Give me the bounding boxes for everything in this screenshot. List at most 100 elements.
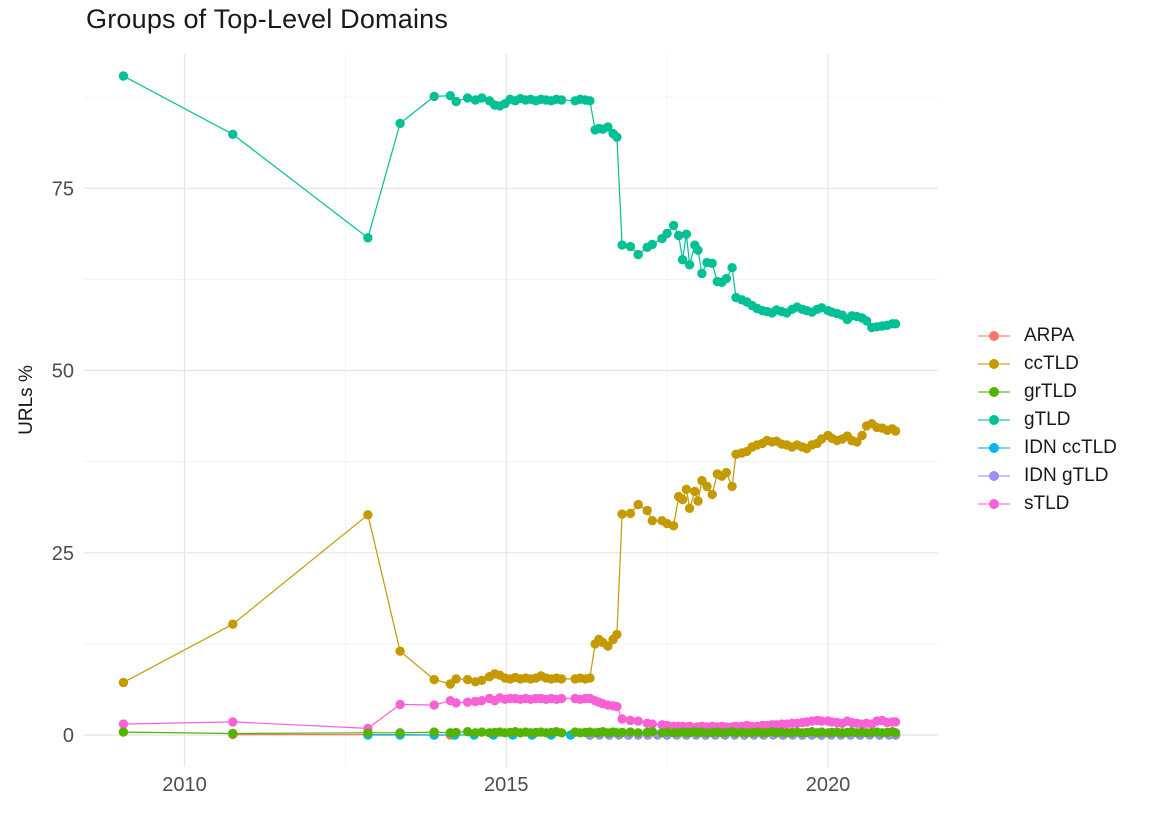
data-point-cctld [647, 516, 657, 526]
data-point-stld [451, 698, 461, 708]
data-point-gtld [861, 316, 872, 326]
legend-label-grtld: grTLD [1024, 381, 1077, 402]
data-point-cctld [118, 677, 129, 688]
data-point-grtld [395, 728, 405, 738]
legend-key-idn-gtld [978, 471, 1010, 481]
legend-key-arpa [978, 331, 1010, 341]
data-point-cctld [668, 521, 679, 531]
legend-key-dot [989, 415, 999, 425]
data-point-cctld [617, 509, 627, 519]
data-point-gtld [890, 319, 901, 329]
data-point-gtld [633, 249, 643, 260]
data-point-grtld [429, 727, 439, 737]
data-point-stld [647, 719, 657, 729]
data-point-gtld [677, 255, 688, 265]
data-point-cctld [612, 629, 622, 640]
legend-label-idn-gtld: IDN gTLD [1024, 465, 1109, 486]
data-point-stld [429, 700, 439, 710]
data-point-gtld [617, 240, 627, 250]
legend-item-idn-cctld: IDN ccTLD [978, 434, 1117, 462]
legend-label-arpa: ARPA [1024, 325, 1075, 346]
legend-key-gtld [978, 415, 1010, 425]
data-point-gtld [707, 258, 717, 268]
legend-key-grtld [978, 387, 1010, 397]
data-point-cctld [451, 674, 461, 684]
legend-key-stld [978, 499, 1010, 509]
data-point-gtld [228, 129, 238, 139]
data-point-grtld [556, 728, 567, 738]
data-point-cctld [890, 426, 901, 436]
legend-key-dot [989, 499, 999, 509]
data-point-gtld [684, 260, 695, 270]
data-point-gtld [585, 96, 595, 106]
data-point-stld [556, 693, 567, 704]
chart-title: Groups of Top-Level Domains [86, 4, 449, 34]
data-point-cctld [462, 674, 473, 685]
series-grtld [118, 727, 901, 739]
data-point-stld [890, 717, 901, 727]
y-tick-label: 0 [63, 725, 74, 747]
data-point-cctld [852, 437, 862, 447]
data-point-cctld [228, 619, 238, 629]
data-point-gtld [662, 228, 672, 239]
legend-label-cctld: ccTLD [1024, 353, 1079, 374]
data-point-gtld [363, 233, 373, 243]
data-point-cctld [677, 494, 688, 505]
data-point-gtld [429, 91, 439, 102]
data-point-cctld [429, 674, 439, 685]
legend-key-dot [989, 471, 999, 481]
data-point-cctld [556, 674, 567, 684]
y-tick-label: 75 [52, 178, 74, 200]
legend-item-stld: sTLD [978, 490, 1117, 518]
data-point-grtld [890, 728, 901, 738]
y-axis-title: URLs % [16, 365, 37, 435]
data-point-cctld [707, 489, 717, 500]
data-point-cctld [363, 510, 373, 520]
data-point-gtld [625, 241, 636, 252]
legend-item-arpa: ARPA [978, 322, 1117, 350]
data-point-gtld [612, 132, 622, 142]
data-point-grtld [647, 727, 657, 737]
data-point-cctld [633, 499, 643, 510]
data-point-grtld [625, 727, 636, 737]
legend-item-cctld: ccTLD [978, 350, 1117, 378]
data-point-gtld [668, 220, 679, 231]
data-point-cctld [395, 646, 405, 656]
data-point-stld [633, 716, 643, 726]
data-point-stld [395, 699, 405, 710]
data-point-gtld [118, 71, 129, 81]
data-point-cctld [625, 508, 636, 519]
data-point-grtld [462, 727, 473, 737]
data-point-cctld [857, 430, 867, 441]
data-point-gtld [603, 122, 613, 132]
data-point-grtld [477, 727, 487, 737]
data-point-grtld [617, 727, 627, 738]
legend-label-stld: sTLD [1024, 493, 1070, 514]
legend-key-cctld [978, 359, 1010, 369]
data-point-stld [477, 696, 487, 706]
data-point-grtld [633, 728, 643, 738]
series-cctld [118, 419, 901, 689]
data-point-cctld [681, 484, 692, 494]
legend-key-idn-cctld [978, 443, 1010, 453]
data-point-cctld [585, 673, 595, 683]
legend-label-idn-cctld: IDN ccTLD [1024, 437, 1117, 458]
legend-item-gtld: gTLD [978, 406, 1117, 434]
data-point-cctld [603, 641, 613, 651]
data-point-grtld [451, 727, 461, 738]
data-point-stld [612, 701, 622, 712]
data-point-stld [617, 714, 627, 724]
legend-label-gtld: gTLD [1024, 409, 1071, 430]
data-point-cctld [721, 467, 731, 478]
data-point-gtld [681, 229, 692, 239]
y-tick-label: 25 [52, 543, 74, 565]
data-point-gtld [674, 230, 684, 241]
data-point-gtld [477, 93, 487, 103]
data-point-gtld [721, 273, 731, 284]
data-point-gtld [647, 239, 657, 250]
data-point-stld [625, 715, 636, 726]
data-point-stld [228, 717, 238, 727]
data-point-gtld [727, 263, 737, 273]
data-point-cctld [693, 496, 703, 506]
